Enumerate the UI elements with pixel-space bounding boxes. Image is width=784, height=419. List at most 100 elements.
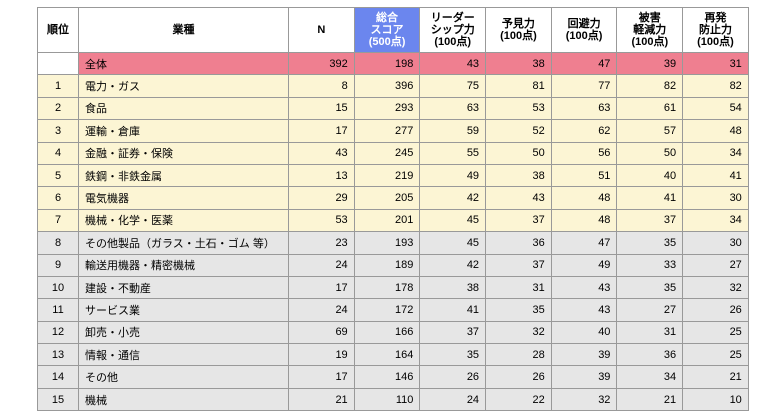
cell: 35: [419, 343, 487, 367]
cell: 39: [550, 343, 618, 367]
cell: 81: [485, 74, 552, 98]
cell: 69: [288, 320, 355, 345]
cell: 37: [485, 253, 552, 277]
header-cell: 回避力 (100点): [550, 7, 618, 53]
cell: 26: [682, 298, 749, 322]
data-row: 2 食品 15 293 63 53 63 61 54: [37, 96, 749, 121]
cell: 機械: [78, 387, 289, 412]
cell: 30: [682, 186, 749, 210]
cell: 運輸・倉庫: [78, 119, 289, 143]
cell: 17: [288, 119, 355, 143]
cell: 205: [353, 186, 421, 210]
data-row: 3 運輸・倉庫 17 277 59 52 62 57 48: [37, 119, 749, 143]
cell: 82: [616, 74, 684, 98]
cell: 75: [419, 74, 487, 98]
data-row: 10 建設・不動産 17 178 38 31 43 35 32: [37, 275, 749, 300]
cell: 63: [550, 96, 618, 121]
cell: その他製品（ガラス・土石・ゴム 等）: [78, 231, 289, 255]
cell: 42: [419, 186, 487, 210]
cell: 4: [37, 141, 79, 165]
cell: 110: [353, 387, 421, 412]
cell: 201: [353, 208, 421, 233]
cell: 6: [37, 186, 79, 210]
cell: 61: [616, 96, 684, 121]
cell: 40: [550, 320, 618, 345]
cell: 164: [353, 343, 421, 367]
data-row: 11 サービス業 24 172 41 35 43 27 26: [37, 298, 749, 322]
cell: 21: [288, 387, 355, 412]
cell: 24: [288, 253, 355, 277]
header-cell: 被害 軽減力 (100点): [616, 7, 684, 53]
cell: 38: [419, 275, 487, 300]
cell: 50: [616, 141, 684, 165]
cell: 13: [288, 163, 355, 188]
cell: 建設・不動産: [78, 275, 289, 300]
total-row: 全体 392 198 43 38 47 39 31: [37, 51, 749, 76]
cell: 25: [682, 320, 749, 345]
cell: 49: [419, 163, 487, 188]
header-cell: 予見力 (100点): [485, 7, 552, 53]
cell: 32: [550, 387, 618, 412]
cell: 36: [485, 231, 552, 255]
cell: 41: [419, 298, 487, 322]
cell: 34: [682, 141, 749, 165]
cell: 機械・化学・医薬: [78, 208, 289, 233]
cell: 219: [353, 163, 421, 188]
cell: 41: [616, 186, 684, 210]
cell: 電気機器: [78, 186, 289, 210]
cell: 27: [616, 298, 684, 322]
cell: 37: [485, 208, 552, 233]
cell: 277: [353, 119, 421, 143]
cell: 14: [37, 365, 79, 389]
table-header: 順位 業種 N 総合 スコア (500点) リーダー シップ力 (100点) 予見力 (1…: [37, 7, 749, 53]
cell: 39: [550, 365, 618, 389]
cell: 8: [37, 231, 79, 255]
cell: 38: [485, 51, 552, 76]
cell: 57: [616, 119, 684, 143]
cell: 38: [485, 163, 552, 188]
cell: 43: [550, 298, 618, 322]
cell: 電力・ガス: [78, 74, 289, 98]
cell: 34: [616, 365, 684, 389]
data-row: 1 電力・ガス 8 396 75 81 77 82 82: [37, 74, 749, 98]
header-cell: 再発 防止力 (100点): [682, 7, 749, 53]
cell: 45: [419, 231, 487, 255]
cell: 45: [419, 208, 487, 233]
data-row: 15 機械 21 110 24 22 32 21 10: [37, 387, 749, 412]
table-body: 全体 392 198 43 38 47 39 31 1 電力・ガス 8 396 75 81 77 82 82 2 食…: [37, 51, 749, 412]
cell: 39: [616, 51, 684, 76]
cell: 37: [616, 208, 684, 233]
cell: 卸売・小売: [78, 320, 289, 345]
header-cell: リーダー シップ力 (100点): [419, 7, 487, 53]
cell: 48: [682, 119, 749, 143]
cell: 59: [419, 119, 487, 143]
cell: 31: [682, 51, 749, 76]
cell: 63: [419, 96, 487, 121]
cell: 35: [616, 231, 684, 255]
cell: 245: [353, 141, 421, 165]
cell: 13: [37, 343, 79, 367]
cell: 43: [288, 141, 355, 165]
cell: 12: [37, 320, 79, 345]
cell: 198: [353, 51, 421, 76]
cell: 31: [485, 275, 552, 300]
cell: 26: [419, 365, 487, 389]
cell: 35: [485, 298, 552, 322]
cell: 23: [288, 231, 355, 255]
cell: 52: [485, 119, 552, 143]
cell: 36: [616, 343, 684, 367]
cell: 11: [37, 298, 79, 322]
cell: 31: [616, 320, 684, 345]
cell: 25: [682, 343, 749, 367]
cell: 43: [550, 275, 618, 300]
cell: 9: [37, 253, 79, 277]
cell: 48: [550, 208, 618, 233]
cell: サービス業: [78, 298, 289, 322]
cell: 48: [550, 186, 618, 210]
cell: 77: [550, 74, 618, 98]
cell: 32: [682, 275, 749, 300]
data-row: 12 卸売・小売 69 166 37 32 40 31 25: [37, 320, 749, 345]
cell: 172: [353, 298, 421, 322]
cell: 33: [616, 253, 684, 277]
